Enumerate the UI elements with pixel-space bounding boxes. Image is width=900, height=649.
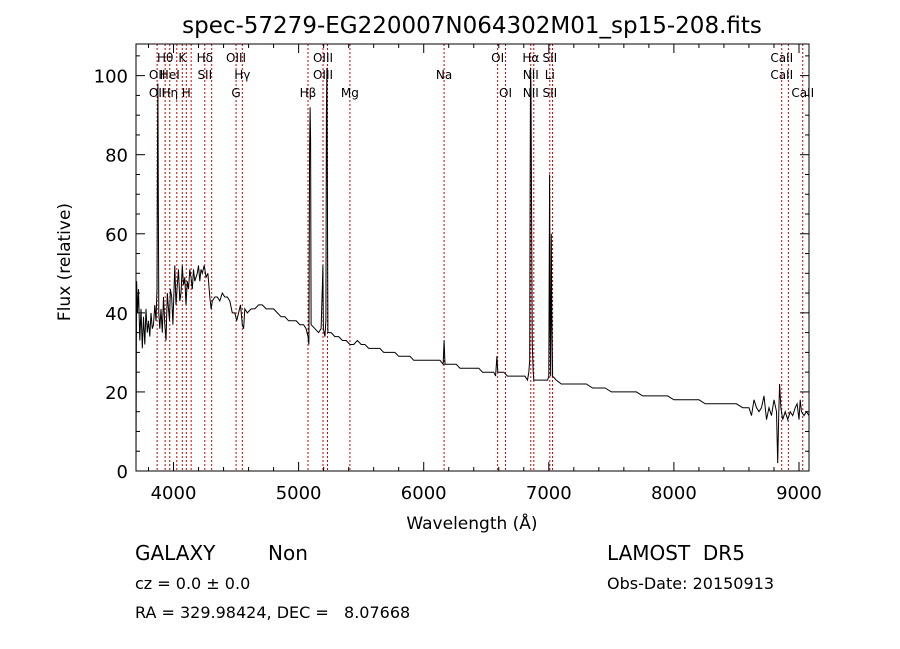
y-tick-label: 100: [94, 67, 128, 88]
line-label: SII: [542, 51, 557, 65]
chart-title: spec-57279-EG220007N064302M01_sp15-208.f…: [182, 13, 762, 39]
object-subclass: Non: [268, 541, 308, 565]
line-label: G: [231, 86, 240, 100]
x-tick-label: 6000: [401, 483, 447, 504]
line-label: K: [178, 51, 187, 65]
redshift-text: cz = 0.0 ± 0.0: [135, 574, 251, 593]
x-tick-label: 8000: [651, 483, 697, 504]
line-markers: [156, 44, 804, 471]
line-label: Li: [545, 68, 555, 82]
line-label: Hη: [161, 86, 178, 100]
line-label: Hθ: [157, 51, 173, 65]
line-label: OII: [149, 86, 166, 100]
y-axis-label: Flux (relative): [55, 203, 75, 321]
x-tick-label: 5000: [276, 483, 322, 504]
y-tick-label: 80: [105, 146, 128, 167]
line-label: CaII: [770, 51, 793, 65]
object-class: GALAXY: [135, 541, 216, 565]
line-labels: OII OII Hθ HeI Hη K H Hδ SII OIII G Hγ Hβ OIII OIII Mg N…: [149, 51, 814, 100]
line-label: OI: [499, 86, 512, 100]
line-label: CaII: [770, 68, 793, 82]
x-axis-label: Wavelength (Å): [406, 512, 537, 534]
obs-date: Obs-Date: 20150913: [607, 574, 775, 593]
x-axis: 4000 5000 6000 7000 8000 9000: [148, 44, 822, 504]
line-label: OIII: [313, 68, 333, 82]
survey-name: LAMOST DR5: [607, 541, 745, 565]
line-label: SII: [542, 86, 557, 100]
line-label: Hγ: [234, 68, 250, 82]
line-label: OIII: [226, 51, 246, 65]
coordinates: RA = 329.98424, DEC = 8.07668: [135, 603, 411, 622]
line-label: OI: [491, 51, 504, 65]
x-tick-label: 7000: [526, 483, 572, 504]
line-label: OII: [149, 68, 166, 82]
plot-frame: [135, 43, 810, 472]
y-tick-label: 0: [117, 462, 128, 483]
line-label: SII: [197, 68, 212, 82]
line-label: CaII: [791, 86, 814, 100]
spectrum-line: [135, 67, 810, 464]
line-label: Hβ: [300, 86, 317, 100]
line-label: HeI: [160, 68, 180, 82]
y-axis: 0 20 40 60 80 100: [94, 55, 809, 483]
x-tick-label: 4000: [151, 483, 197, 504]
line-label: H: [182, 86, 191, 100]
y-tick-label: 60: [105, 225, 128, 246]
y-tick-label: 20: [105, 383, 128, 404]
line-label: Hδ: [197, 51, 213, 65]
line-label: Na: [436, 68, 452, 82]
x-tick-label: 9000: [776, 483, 822, 504]
line-label: Hα: [522, 51, 539, 65]
y-tick-label: 40: [105, 304, 128, 325]
line-label: OIII: [313, 51, 333, 65]
line-label: Mg: [341, 86, 359, 100]
